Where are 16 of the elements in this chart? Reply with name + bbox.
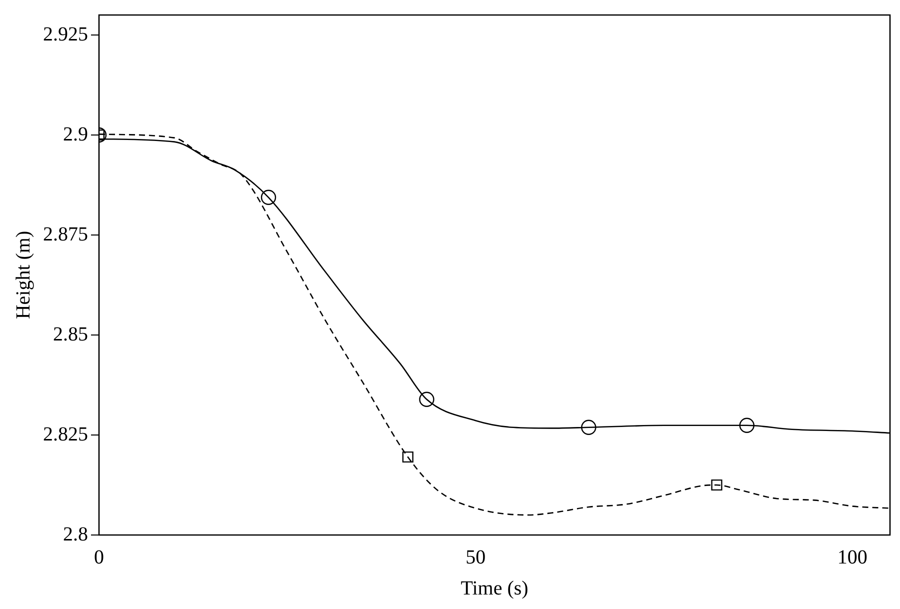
point	[711, 479, 722, 491]
x-axis-title: Time (s)	[460, 577, 528, 600]
point	[402, 451, 414, 463]
point	[419, 392, 434, 407]
y-tick-label: 2.85	[53, 323, 88, 346]
y-tick-label: 2.925	[43, 23, 88, 46]
y-tick-label: 2.875	[43, 223, 88, 246]
x-tick-label: 0	[94, 546, 104, 568]
y-tick-label: 2.8	[63, 523, 88, 546]
y-axis-title: Height (m)	[12, 230, 34, 320]
x-tick-label: 100	[837, 546, 868, 568]
x-tick-label: 50	[466, 546, 486, 568]
y-tick-label: 2.825	[43, 423, 88, 446]
point	[739, 418, 754, 433]
point	[581, 420, 596, 435]
y-tick-label: 2.9	[63, 123, 88, 146]
